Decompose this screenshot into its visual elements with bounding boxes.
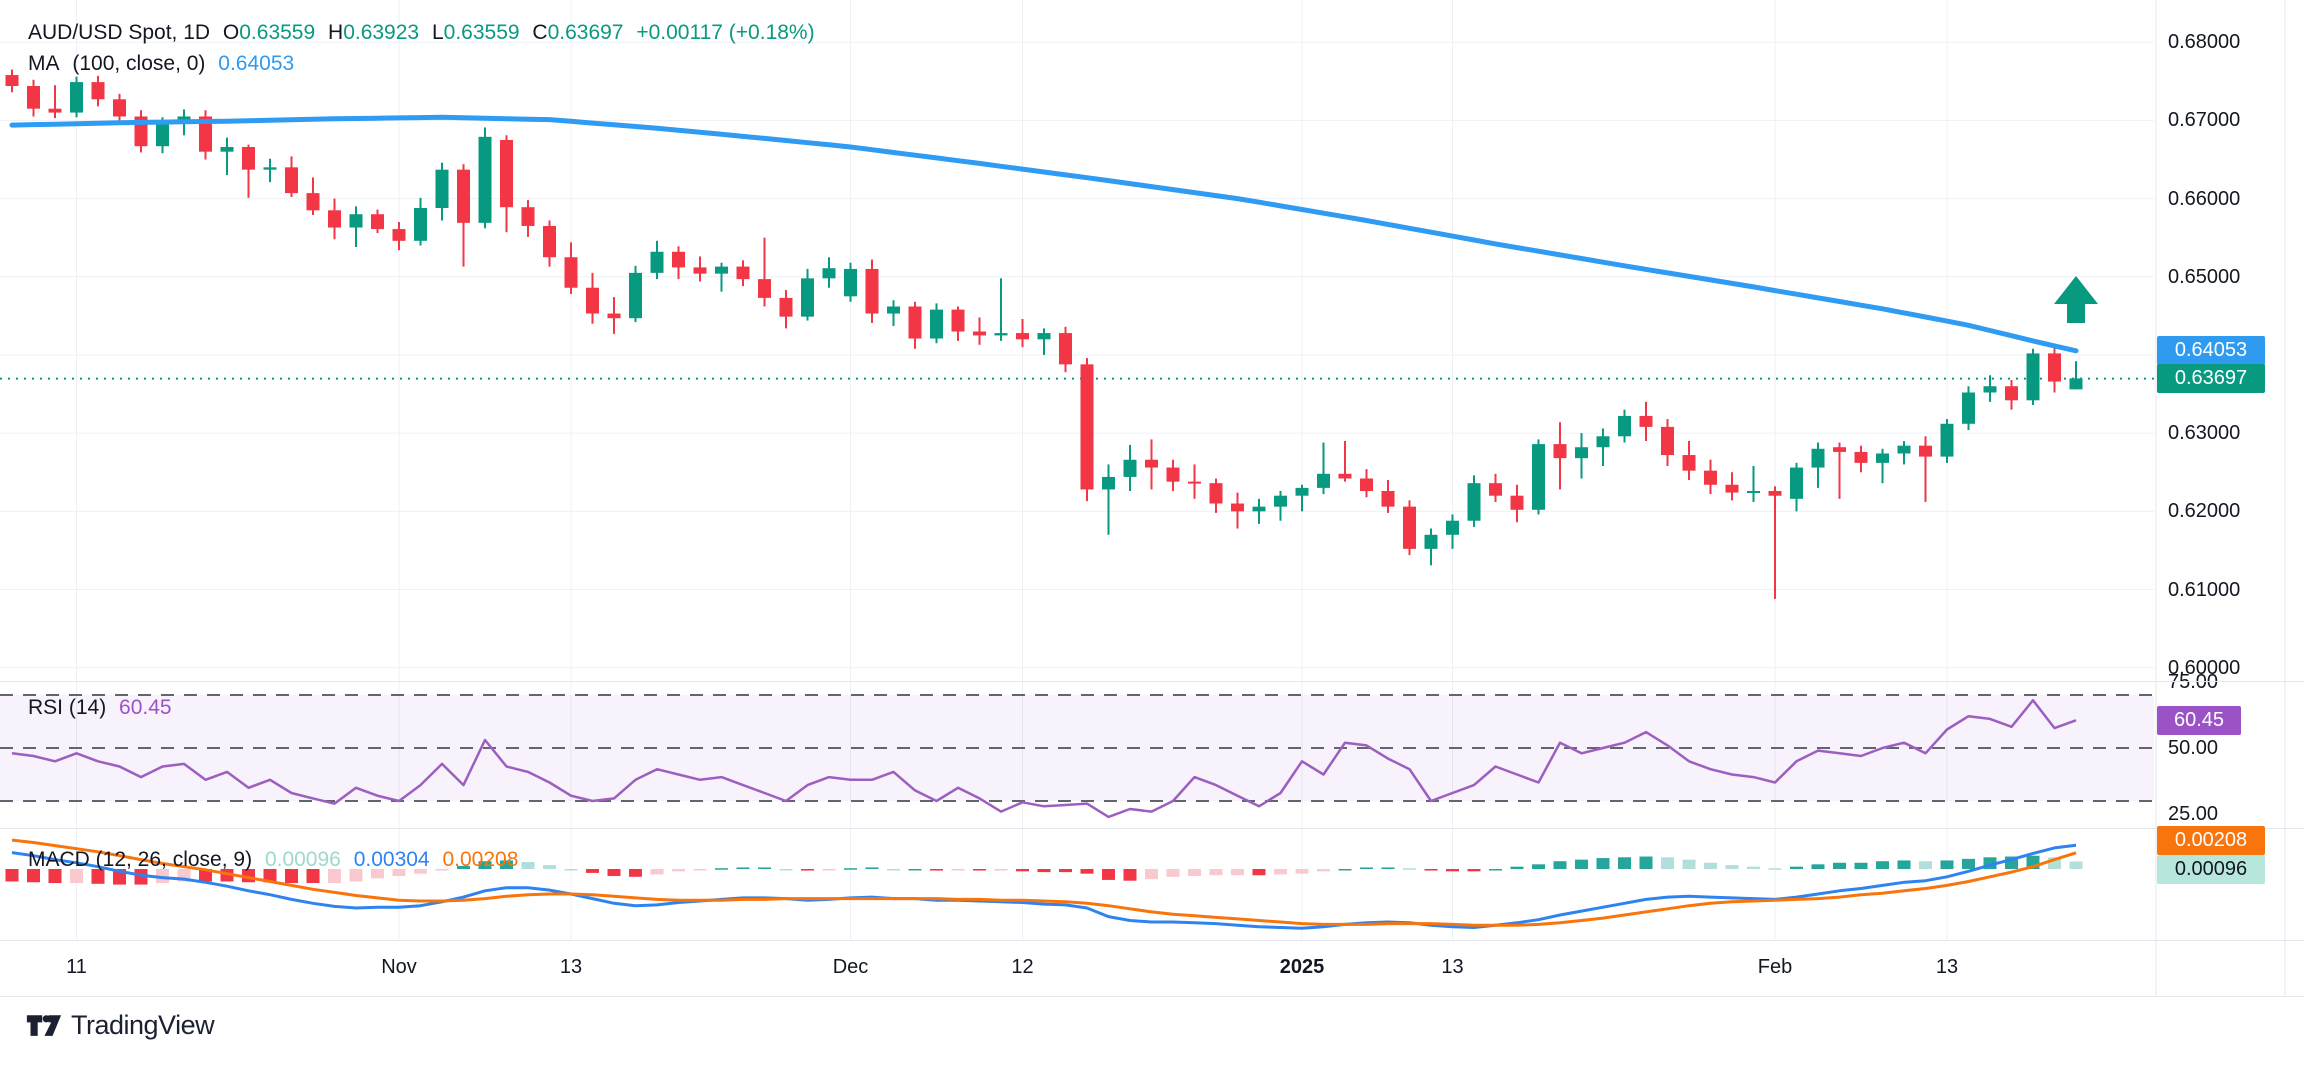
rsi-name: RSI (14) — [28, 696, 107, 719]
last-price-badge: 0.63697 — [2157, 364, 2265, 394]
change-value: +0.00117 (+0.18%) — [636, 21, 815, 44]
rsi-value-badge: 60.45 — [2157, 705, 2241, 735]
high-value: 0.63923 — [343, 21, 420, 44]
rsi-pane — [0, 694, 2154, 802]
macd-pane — [5, 838, 2083, 930]
ma-price-badge: 0.64053 — [2157, 336, 2265, 366]
macd-name: MACD (12, 26, close, 9) — [28, 848, 253, 871]
rsi-axis-label: 25.00 — [2168, 803, 2219, 826]
ma-name: MA — [28, 52, 60, 75]
price-axis-label: 0.60000 — [2168, 656, 2241, 679]
gridlines-layer — [0, 0, 2154, 940]
time-axis-label: Feb — [1757, 956, 1793, 978]
price-axis-label: 0.68000 — [2168, 31, 2241, 54]
time-axis-label: 13 — [559, 956, 583, 978]
price-axis-label: 0.67000 — [2168, 109, 2241, 132]
ma-params: (100, close, 0) — [72, 52, 206, 75]
rsi-axis-label: 50.00 — [2168, 737, 2219, 759]
price-axis-label: 0.62000 — [2168, 500, 2241, 523]
rsi-legend[interactable]: RSI (14) 60.45 — [28, 696, 179, 720]
time-axis-label: 13 — [1441, 956, 1464, 978]
ma-line — [9, 114, 2079, 354]
candles-layer — [5, 69, 2083, 599]
rsi-line — [11, 699, 2077, 819]
price-axis-label: 0.66000 — [2168, 187, 2241, 210]
symbol-title: AUD/USD Spot, 1D — [28, 21, 211, 44]
price-axis-label: 0.63000 — [2168, 422, 2241, 445]
axis-borders — [2155, 0, 2286, 996]
up-arrow-icon — [2054, 276, 2098, 323]
macd-signal-badge: 0.00208 — [2157, 826, 2265, 856]
high-label: H — [328, 21, 344, 44]
watermark-text: TradingView — [71, 1010, 215, 1040]
macd-legend[interactable]: MACD (12, 26, close, 9) 0.00096 0.00304 … — [28, 848, 525, 872]
macd-hist-value: 0.00096 — [264, 848, 341, 871]
time-axis-label: Nov — [381, 956, 417, 978]
pane-separator[interactable] — [0, 681, 2304, 682]
macd-signal-value: 0.00208 — [442, 848, 519, 871]
time-axis-label: Dec — [832, 956, 869, 978]
symbol-legend[interactable]: AUD/USD Spot, 1D O0.63559 H0.63923 L0.63… — [28, 21, 822, 45]
bottom-separator — [0, 996, 2304, 997]
close-label: C — [532, 21, 548, 44]
macd-line-value: 0.00304 — [353, 848, 430, 871]
ma-value: 0.64053 — [218, 52, 295, 75]
low-value: 0.63559 — [443, 21, 520, 44]
price-axis-label: 0.61000 — [2168, 578, 2241, 601]
time-axis-label: 13 — [1935, 956, 1959, 978]
price-axis-label: 0.65000 — [2168, 265, 2241, 288]
time-axis-label: 12 — [1011, 956, 1034, 978]
pane-separator[interactable] — [0, 828, 2304, 829]
open-label: O — [222, 21, 240, 44]
ma-legend[interactable]: MA (100, close, 0) 0.64053 — [28, 52, 301, 76]
macd-hist-badge: 0.00096 — [2157, 855, 2265, 884]
rsi-value: 60.45 — [119, 696, 172, 719]
time-axis-label: 2025 — [1279, 956, 1325, 978]
time-axis-label: 11 — [66, 956, 87, 978]
open-value: 0.63559 — [239, 21, 316, 44]
pane-separator — [0, 940, 2304, 941]
close-value: 0.63697 — [547, 21, 624, 44]
tradingview-logo-icon — [26, 1014, 62, 1036]
low-label: L — [431, 21, 444, 44]
tradingview-watermark[interactable]: TradingView — [26, 1010, 215, 1041]
